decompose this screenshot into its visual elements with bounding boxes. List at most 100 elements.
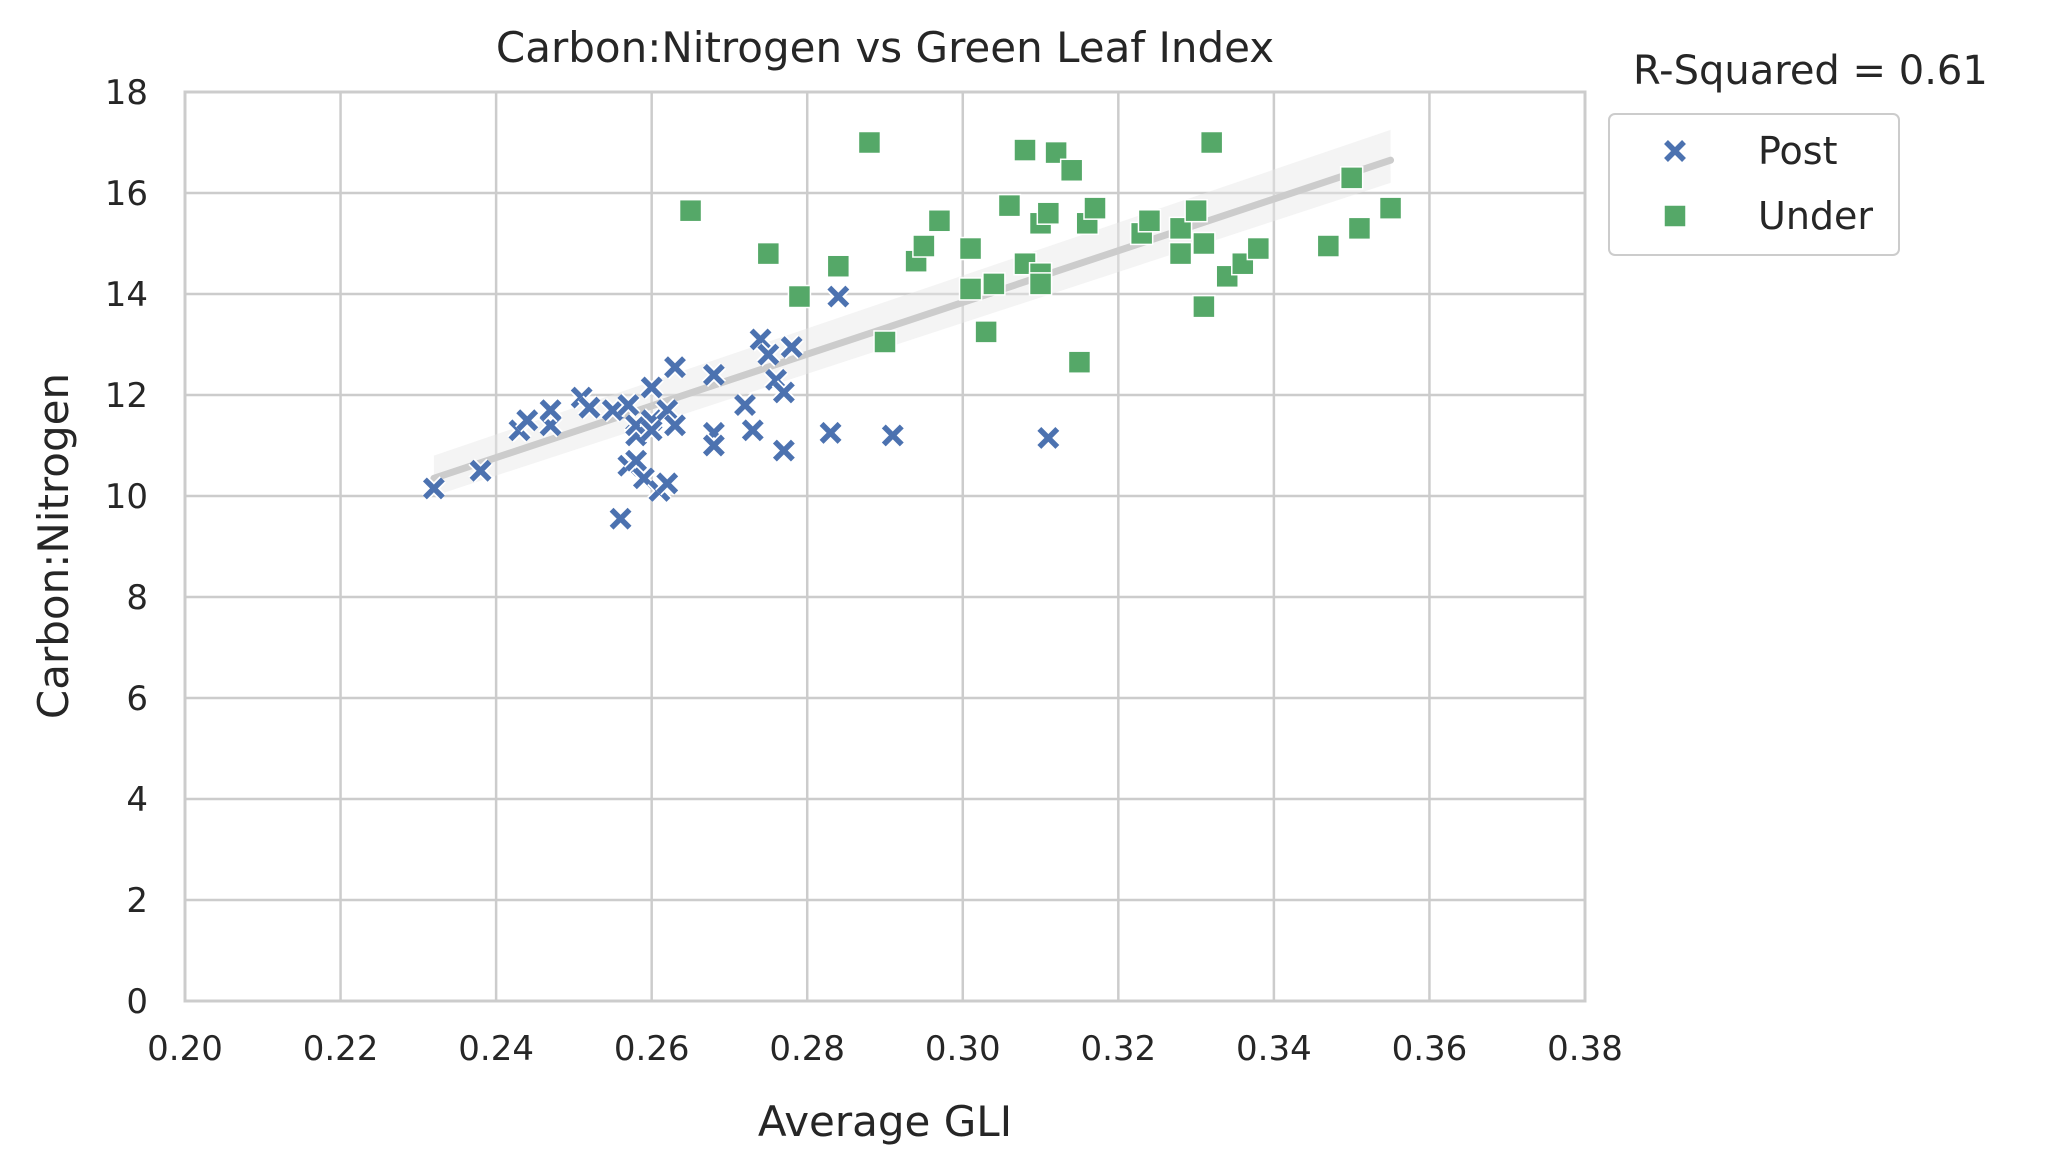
legend-x-marker [1662,138,1688,164]
data-point-post [880,423,905,448]
data-point-under [873,330,897,354]
data-point-post [608,506,633,531]
legend-square-marker [1663,204,1687,228]
data-point-post [468,458,493,483]
y-tick-label: 0 [126,982,148,1022]
data-point-under [982,272,1006,296]
data-point-post [818,420,843,446]
x-tick-label: 0.32 [1080,1029,1156,1069]
data-point-under [1059,158,1084,183]
data-point-under [1028,272,1053,296]
data-points [421,130,1403,531]
data-point-post [771,380,797,405]
data-point-under [1013,138,1037,162]
y-tick-label: 6 [126,679,148,719]
data-point-under [1067,350,1092,374]
data-point-under [678,198,703,223]
data-point-under [1036,201,1061,225]
data-point-under [857,130,882,155]
data-point-post [748,327,773,352]
data-point-post [732,392,758,418]
data-point-under [1044,140,1068,165]
data-point-post [577,395,602,420]
x-tick-label: 0.34 [1236,1029,1312,1069]
series-under [678,130,1403,374]
legend: Post Under [1608,113,1900,256]
data-point-post [662,355,688,380]
data-point-post [779,334,804,360]
x-tick-label: 0.38 [1547,1029,1623,1069]
data-point-post [662,413,688,438]
data-point-post [701,362,727,387]
data-point-post [623,413,649,438]
plot-background [185,92,1585,1001]
data-point-under [958,236,983,261]
data-point-under [974,320,998,344]
data-point-post [771,438,797,463]
data-point-under [787,284,812,309]
data-point-post [655,471,680,496]
plot-frame [183,90,1587,1003]
legend-label-under: Under [1758,194,1873,238]
data-point-post [538,397,563,423]
data-point-under [1378,196,1403,220]
data-point-post [756,342,781,367]
legend-marker-under [1663,204,1687,228]
data-point-post [740,418,765,443]
data-point-under [1339,166,1364,190]
data-point-post [600,397,625,423]
y-tick-label: 10 [105,477,148,517]
legend-marker-post [1662,138,1688,164]
data-point-under [927,209,952,233]
data-point-under [1192,294,1216,319]
x-tick-label: 0.20 [147,1029,223,1069]
x-tick-label: 0.22 [303,1029,379,1069]
data-point-post [655,397,680,423]
data-point-post [639,418,664,443]
x-tick-label: 0.30 [925,1029,1001,1069]
y-tick-label: 8 [126,578,148,618]
y-tick-labels: 0 2 4 6 8 10 12 14 16 18 [105,73,148,1022]
data-point-under [1184,198,1208,223]
data-point-under [958,277,983,301]
data-point-post [421,476,447,501]
chart-title: Carbon:Nitrogen vs Green Leaf Index [496,23,1274,72]
data-point-under [1192,231,1216,256]
data-point-under [997,193,1022,218]
x-tick-label: 0.28 [769,1029,845,1069]
data-point-under [1246,236,1271,261]
data-point-post [701,433,727,458]
x-tick-labels: 0.20 0.22 0.24 0.26 0.28 0.30 0.32 0.34 0.36 0.38 [147,1029,1623,1069]
data-point-under [1168,216,1193,241]
series-post [421,284,1061,531]
data-point-under [826,254,851,278]
x-axis-label: Average GLI [758,1097,1012,1146]
y-tick-label: 4 [126,780,148,820]
data-point-post [515,408,540,433]
data-point-post [639,375,664,400]
x-tick-label: 0.36 [1392,1029,1468,1069]
data-point-post [623,448,649,473]
data-point-under [756,241,781,266]
y-axis-label: Carbon:Nitrogen [29,373,78,719]
x-tick-label: 0.26 [614,1029,690,1069]
data-point-post [616,392,641,418]
y-tick-label: 14 [105,275,148,315]
data-point-under [1347,216,1372,241]
data-point-under [1168,241,1193,266]
regression-line-group [430,156,1395,482]
regression-line [430,156,1395,482]
data-point-post [1036,425,1061,451]
r-squared-annotation: R-Squared = 0.61 [1633,48,1988,94]
data-point-under [1316,234,1341,258]
x-tick-label: 0.24 [458,1029,534,1069]
data-point-under [1199,130,1224,155]
data-point-under [1083,196,1107,220]
legend-label-post: Post [1758,129,1838,173]
y-tick-label: 12 [105,376,148,416]
data-point-under [1137,209,1162,233]
y-tick-label: 18 [105,73,148,113]
data-point-post [826,284,851,309]
y-tick-label: 16 [105,174,148,214]
